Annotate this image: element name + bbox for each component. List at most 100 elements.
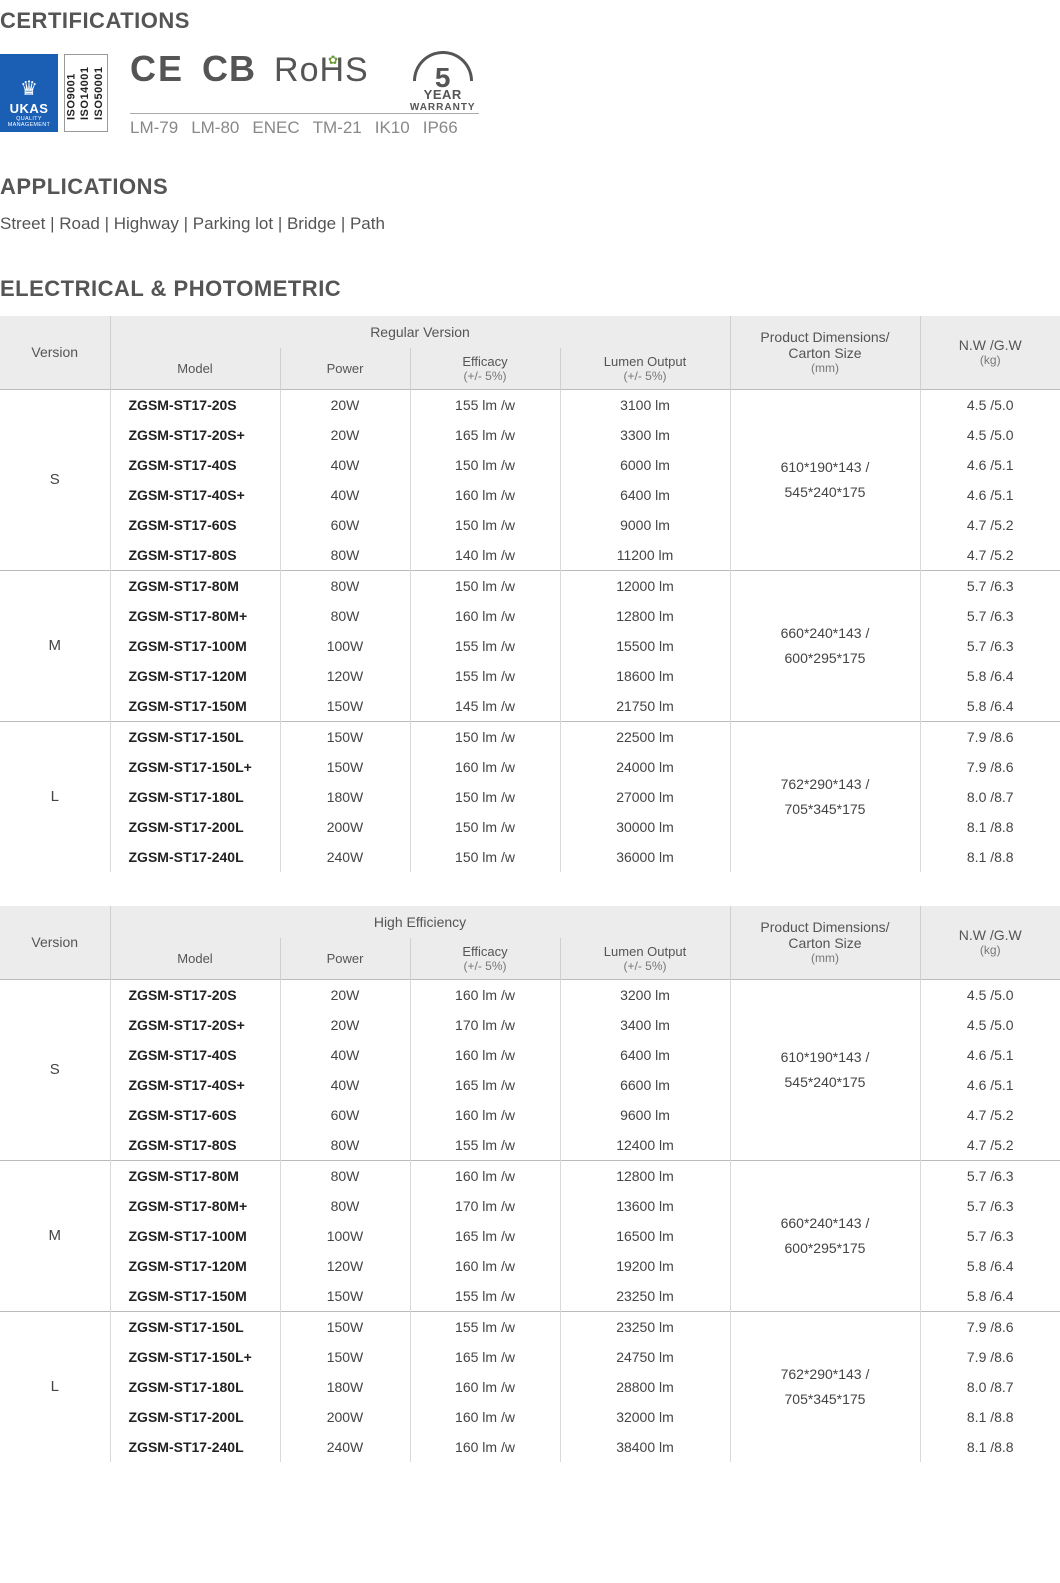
cell-efficacy: 155 lm /w xyxy=(410,631,560,661)
cert-standards-row: LM-79LM-80ENECTM-21IK10IP66 xyxy=(130,113,479,138)
warranty-label: WARRANTY xyxy=(410,102,476,113)
cell-weight: 4.5 /5.0 xyxy=(920,1010,1060,1040)
cell-dims: 762*290*143 /705*345*175 xyxy=(730,1311,920,1462)
cell-power: 240W xyxy=(280,842,410,872)
cell-weight: 4.5 /5.0 xyxy=(920,389,1060,420)
cell-lumen: 9000 lm xyxy=(560,510,730,540)
cell-power: 40W xyxy=(280,1070,410,1100)
cell-model: ZGSM-ST17-240L xyxy=(110,842,280,872)
cell-power: 80W xyxy=(280,1130,410,1161)
cell-model: ZGSM-ST17-150L xyxy=(110,721,280,752)
cell-lumen: 12400 lm xyxy=(560,1130,730,1161)
cell-weight: 4.6 /5.1 xyxy=(920,450,1060,480)
table-row: LZGSM-ST17-150L150W155 lm /w23250 lm762*… xyxy=(0,1311,1060,1342)
cell-efficacy: 160 lm /w xyxy=(410,1372,560,1402)
cell-weight: 4.6 /5.1 xyxy=(920,1070,1060,1100)
cell-efficacy: 165 lm /w xyxy=(410,1221,560,1251)
cert-standard: IP66 xyxy=(423,118,458,138)
cell-model: ZGSM-ST17-150L+ xyxy=(110,1342,280,1372)
ukas-sub2: MANAGEMENT xyxy=(8,122,50,128)
cell-dims: 660*240*143 /600*295*175 xyxy=(730,570,920,721)
cell-lumen: 24000 lm xyxy=(560,752,730,782)
cell-model: ZGSM-ST17-80M+ xyxy=(110,1191,280,1221)
cell-efficacy: 145 lm /w xyxy=(410,691,560,722)
cell-weight: 5.8 /6.4 xyxy=(920,661,1060,691)
cell-lumen: 6400 lm xyxy=(560,480,730,510)
th-model: Model xyxy=(110,348,280,390)
cell-model: ZGSM-ST17-120M xyxy=(110,1251,280,1281)
cell-version: L xyxy=(0,721,110,872)
cell-power: 150W xyxy=(280,721,410,752)
th-lumen: Lumen Output(+/- 5%) xyxy=(560,348,730,390)
certifications-heading: CERTIFICATIONS xyxy=(0,8,1060,34)
cell-lumen: 3300 lm xyxy=(560,420,730,450)
cell-weight: 4.7 /5.2 xyxy=(920,1100,1060,1130)
table-row: MZGSM-ST17-80M80W160 lm /w12800 lm660*24… xyxy=(0,1160,1060,1191)
rohs-text: RoHS xyxy=(274,51,369,89)
cell-dims: 660*240*143 /600*295*175 xyxy=(730,1160,920,1311)
cell-weight: 7.9 /8.6 xyxy=(920,721,1060,752)
cell-weight: 5.8 /6.4 xyxy=(920,691,1060,722)
cell-efficacy: 165 lm /w xyxy=(410,1342,560,1372)
applications-list: Street | Road | Highway | Parking lot | … xyxy=(0,214,1060,234)
cell-efficacy: 140 lm /w xyxy=(410,540,560,571)
warranty-badge: 5 YEAR WARRANTY xyxy=(407,51,479,113)
cell-efficacy: 160 lm /w xyxy=(410,752,560,782)
cell-efficacy: 155 lm /w xyxy=(410,661,560,691)
cell-model: ZGSM-ST17-40S xyxy=(110,450,280,480)
certifications-row: ♛ UKAS QUALITY MANAGEMENT ISO9001 ISO140… xyxy=(0,48,1060,138)
cell-dims: 610*190*143 /545*240*175 xyxy=(730,389,920,570)
leaf-icon: ✿ xyxy=(328,53,339,67)
cell-efficacy: 150 lm /w xyxy=(410,812,560,842)
cell-power: 80W xyxy=(280,570,410,601)
cell-efficacy: 155 lm /w xyxy=(410,1281,560,1312)
cell-efficacy: 160 lm /w xyxy=(410,979,560,1010)
cell-efficacy: 160 lm /w xyxy=(410,1432,560,1462)
cell-power: 80W xyxy=(280,1160,410,1191)
cell-weight: 4.7 /5.2 xyxy=(920,540,1060,571)
cell-power: 20W xyxy=(280,1010,410,1040)
ukas-badge: ♛ UKAS QUALITY MANAGEMENT xyxy=(0,54,58,132)
warranty-number: 5 xyxy=(435,70,451,87)
cell-dims: 610*190*143 /545*240*175 xyxy=(730,979,920,1160)
cell-power: 80W xyxy=(280,540,410,571)
cell-efficacy: 150 lm /w xyxy=(410,570,560,601)
electrical-heading: ELECTRICAL & PHOTOMETRIC xyxy=(0,276,1060,302)
cell-model: ZGSM-ST17-20S xyxy=(110,979,280,1010)
cell-efficacy: 160 lm /w xyxy=(410,1040,560,1070)
cell-efficacy: 150 lm /w xyxy=(410,782,560,812)
cell-power: 200W xyxy=(280,1402,410,1432)
cell-model: ZGSM-ST17-80M xyxy=(110,570,280,601)
cb-mark-icon: CB xyxy=(202,48,256,90)
cell-model: ZGSM-ST17-80M xyxy=(110,1160,280,1191)
cell-lumen: 18600 lm xyxy=(560,661,730,691)
cell-version: S xyxy=(0,979,110,1160)
cell-model: ZGSM-ST17-100M xyxy=(110,631,280,661)
th-version: Version xyxy=(0,316,110,390)
cell-lumen: 3200 lm xyxy=(560,979,730,1010)
cell-power: 150W xyxy=(280,752,410,782)
applications-heading: APPLICATIONS xyxy=(0,174,1060,200)
cell-power: 40W xyxy=(280,480,410,510)
th-dims: Product Dimensions/Carton Size(mm) xyxy=(730,316,920,390)
crown-icon: ♛ xyxy=(20,79,38,99)
th-variant: Regular Version xyxy=(110,316,730,348)
cell-power: 20W xyxy=(280,979,410,1010)
table-row: LZGSM-ST17-150L150W150 lm /w22500 lm762*… xyxy=(0,721,1060,752)
cell-efficacy: 165 lm /w xyxy=(410,420,560,450)
cell-efficacy: 170 lm /w xyxy=(410,1191,560,1221)
cell-version: M xyxy=(0,1160,110,1311)
cell-lumen: 15500 lm xyxy=(560,631,730,661)
cell-lumen: 3400 lm xyxy=(560,1010,730,1040)
cell-weight: 4.6 /5.1 xyxy=(920,480,1060,510)
cell-lumen: 12800 lm xyxy=(560,601,730,631)
cell-efficacy: 155 lm /w xyxy=(410,1311,560,1342)
cert-standard: LM-79 xyxy=(130,118,178,138)
cell-weight: 4.7 /5.2 xyxy=(920,510,1060,540)
cell-model: ZGSM-ST17-20S+ xyxy=(110,420,280,450)
th-lumen: Lumen Output(+/- 5%) xyxy=(560,938,730,980)
cell-efficacy: 170 lm /w xyxy=(410,1010,560,1040)
cell-model: ZGSM-ST17-120M xyxy=(110,661,280,691)
cell-weight: 4.7 /5.2 xyxy=(920,1130,1060,1161)
th-model: Model xyxy=(110,938,280,980)
